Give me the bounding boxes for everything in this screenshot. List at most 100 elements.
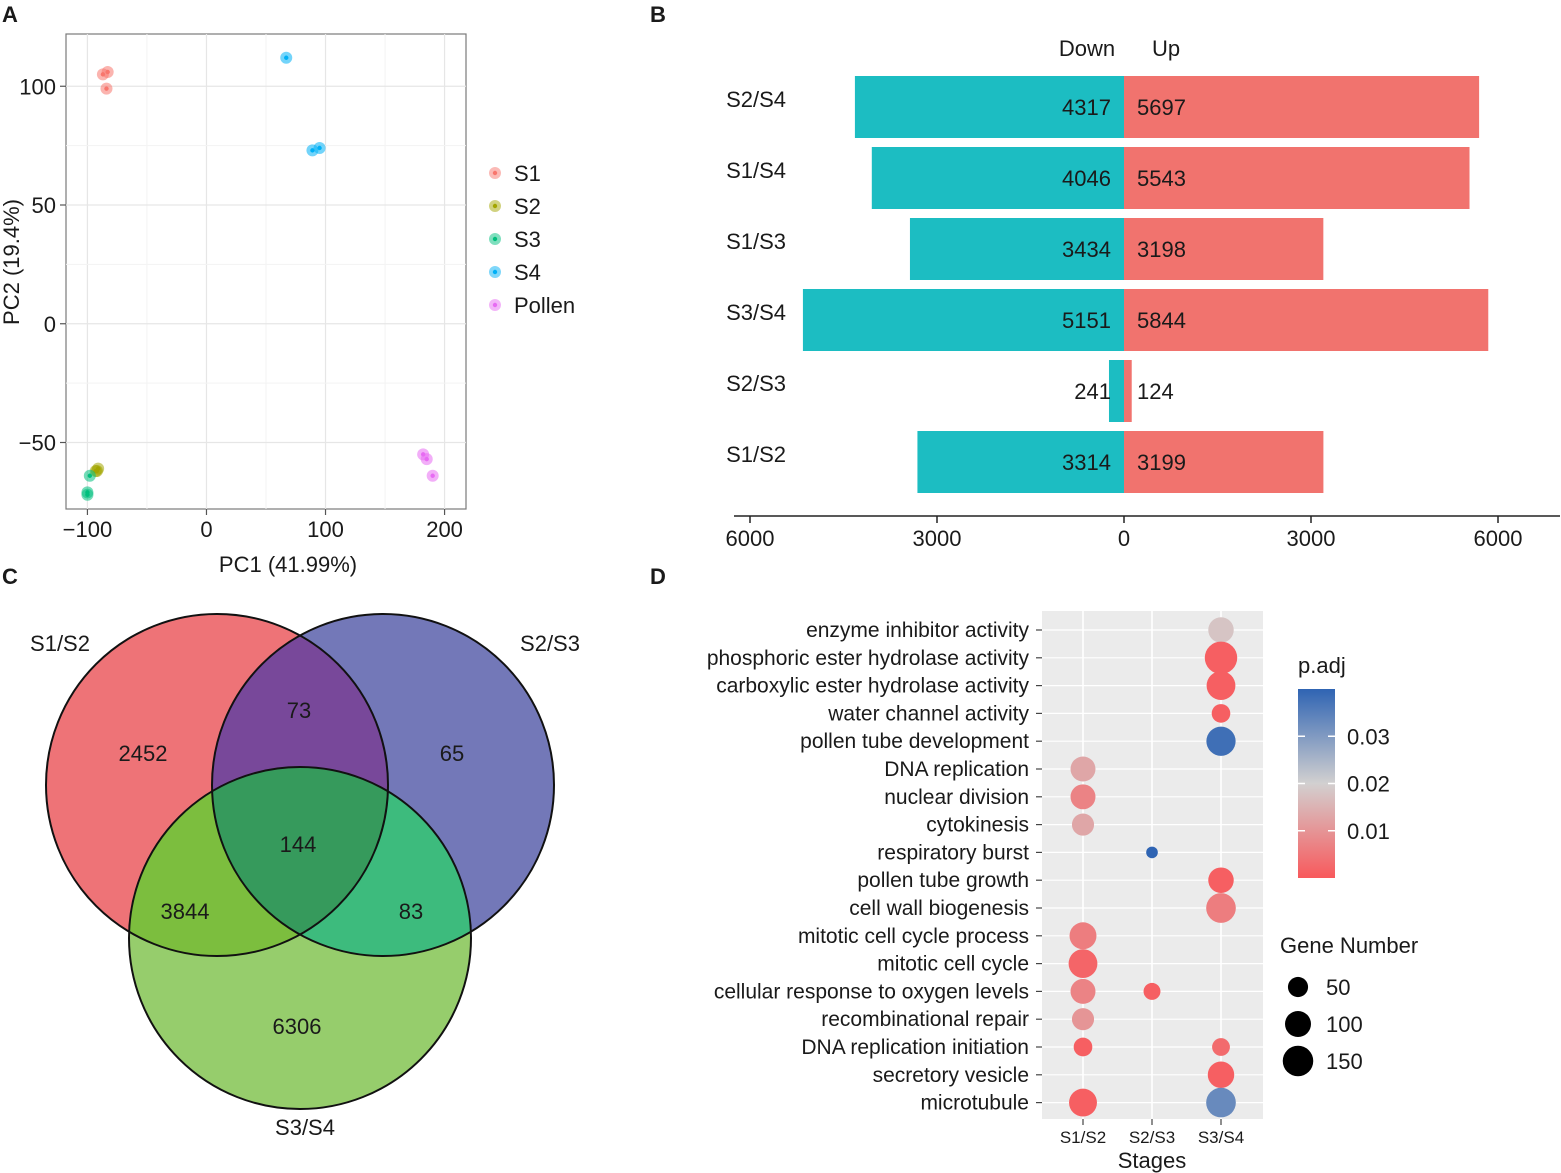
bar-down [909, 218, 1124, 280]
pca-legend-key [492, 236, 498, 242]
deg-x-tick-label: 3000 [913, 526, 962, 551]
dotplot-point [1146, 846, 1158, 859]
dotplot-point [1070, 784, 1096, 810]
dotplot-term-label: DNA replication initiation [801, 1036, 1029, 1059]
dotplot-point [1211, 704, 1231, 723]
dotplot-term-label: DNA replication [884, 758, 1029, 781]
pca-legend-label: Pollen [514, 293, 575, 318]
bar-category-label: S3/S4 [726, 300, 786, 325]
pca-legend-label: S2 [514, 194, 541, 219]
dotplot-term-label: carboxylic ester hydrolase activity [716, 675, 1029, 698]
dotplot-point [1070, 978, 1096, 1004]
dotplot-term-label: secretory vesicle [873, 1064, 1029, 1087]
panel-b-deg-bars: B Down Up S2/S4 4317 5697 S1/S4 4046 5543 S1/S… [650, 2, 1560, 551]
deg-bars: S2/S4 4317 5697 S1/S4 4046 5543 S1/S3 3434 3198 S… [726, 76, 1489, 493]
bar-down [871, 147, 1124, 209]
bar-value-down: 4046 [1062, 166, 1111, 191]
dotplot-point [1206, 893, 1236, 923]
pca-legend-key [492, 170, 498, 176]
deg-x-tick-label: 0 [1118, 526, 1130, 551]
pca-y-tick-label: 50 [32, 193, 56, 218]
venn-outline-s1s2 [45, 613, 389, 957]
dotplot-point [1206, 726, 1236, 756]
dotplot-term-label: pollen tube development [800, 730, 1029, 753]
dotplot-point [1206, 1087, 1236, 1118]
pca-point [430, 473, 435, 478]
pca-y-tick-label: −50 [19, 431, 56, 456]
bar-category-label: S2/S4 [726, 87, 786, 112]
venn-count-s3s4-only: 6306 [273, 1014, 322, 1039]
pca-y-tick-label: 100 [19, 74, 56, 99]
venn-count-s2s3-s3s4: 83 [399, 899, 423, 924]
bar-value-down: 4317 [1062, 95, 1111, 120]
dotplot-x-axis-title: Stages [1118, 1148, 1187, 1173]
pca-point [104, 86, 109, 91]
pca-axis-ticks: −100 0 100 200 −50 0 50 100 [19, 74, 463, 542]
bar-value-up: 3198 [1137, 237, 1186, 262]
dotplot-x-axis: S1/S2 S2/S3 S3/S4 [1060, 1119, 1244, 1147]
gene-number-legend-label: 150 [1326, 1049, 1363, 1074]
panel-d-letter: D [650, 564, 666, 589]
bar-down [917, 431, 1124, 493]
pca-x-tick-label: 200 [426, 517, 463, 542]
pca-y-tick-label: 0 [44, 312, 56, 337]
bar-up [1124, 76, 1480, 138]
dotplot-term-label: respiratory burst [877, 841, 1029, 864]
dotplot-term-label: cellular response to oxygen levels [714, 980, 1029, 1003]
venn-count-all: 144 [280, 832, 317, 857]
bar-category-label: S2/S3 [726, 371, 786, 396]
pca-point [87, 473, 93, 478]
venn-count-s1s2-only: 2452 [119, 741, 168, 766]
bar-up [1124, 218, 1324, 280]
dotplot-point [1204, 641, 1238, 675]
bar-value-down: 5151 [1062, 308, 1111, 333]
dotplot-point [1071, 813, 1095, 836]
dotplot-term-label: enzyme inhibitor activity [806, 619, 1029, 642]
dotplot-term-label: nuclear division [884, 786, 1029, 809]
dotplot-term-label: cytokinesis [926, 814, 1029, 837]
gene-number-legend: 50 100 150 [1282, 975, 1363, 1077]
bar-down [854, 76, 1124, 138]
dotplot-points [1068, 617, 1238, 1118]
bar-value-up: 124 [1137, 379, 1174, 404]
pca-gridlines [66, 34, 466, 509]
deg-x-tick-label: 6000 [726, 526, 775, 551]
bar-down [1108, 360, 1124, 422]
bar-up [1124, 360, 1132, 422]
padj-tick-label: 0.03 [1347, 724, 1390, 749]
venn-label-s3s4: S3/S4 [275, 1115, 335, 1140]
bar-category-label: S1/S4 [726, 158, 786, 183]
gene-number-legend-key [1285, 1011, 1311, 1037]
pca-points [81, 51, 439, 501]
pca-point [424, 456, 429, 462]
gene-number-legend-key [1287, 976, 1309, 998]
bar-value-up: 5543 [1137, 166, 1186, 191]
bar-value-down: 3434 [1062, 237, 1111, 262]
dotplot-term-label: cell wall biogenesis [849, 897, 1029, 920]
dotplot-point [1069, 1088, 1097, 1117]
dotplot-term-label: phosphoric ester hydrolase activity [707, 647, 1030, 670]
pca-legend-key [492, 203, 498, 209]
bar-header-up: Up [1152, 36, 1180, 61]
dotplot-term-label: mitotic cell cycle [877, 953, 1029, 976]
bar-up [1124, 431, 1324, 493]
pca-y-axis-title: PC2 (19.4%) [0, 199, 24, 325]
panel-c-letter: C [2, 564, 18, 589]
dotplot-point [1071, 1008, 1095, 1031]
pca-x-tick-label: 0 [200, 517, 212, 542]
venn-label-s1s2: S1/S2 [30, 631, 90, 656]
dotplot-x-tick-label: S2/S3 [1129, 1128, 1175, 1147]
pca-legend-label: S3 [514, 227, 541, 252]
venn-label-s2s3: S2/S3 [520, 631, 580, 656]
dotplot-point [1207, 1061, 1235, 1089]
gene-number-legend-key [1282, 1045, 1314, 1077]
gene-number-legend-label: 100 [1326, 1012, 1363, 1037]
venn-outline-s3s4 [128, 766, 472, 1110]
pca-point [94, 468, 100, 474]
bar-value-up: 5697 [1137, 95, 1186, 120]
dotplot-term-label: microtubule [920, 1092, 1029, 1115]
pca-point [85, 492, 90, 497]
dotplot-point [1069, 922, 1097, 950]
dotplot-term-label: recombinational repair [821, 1008, 1029, 1031]
